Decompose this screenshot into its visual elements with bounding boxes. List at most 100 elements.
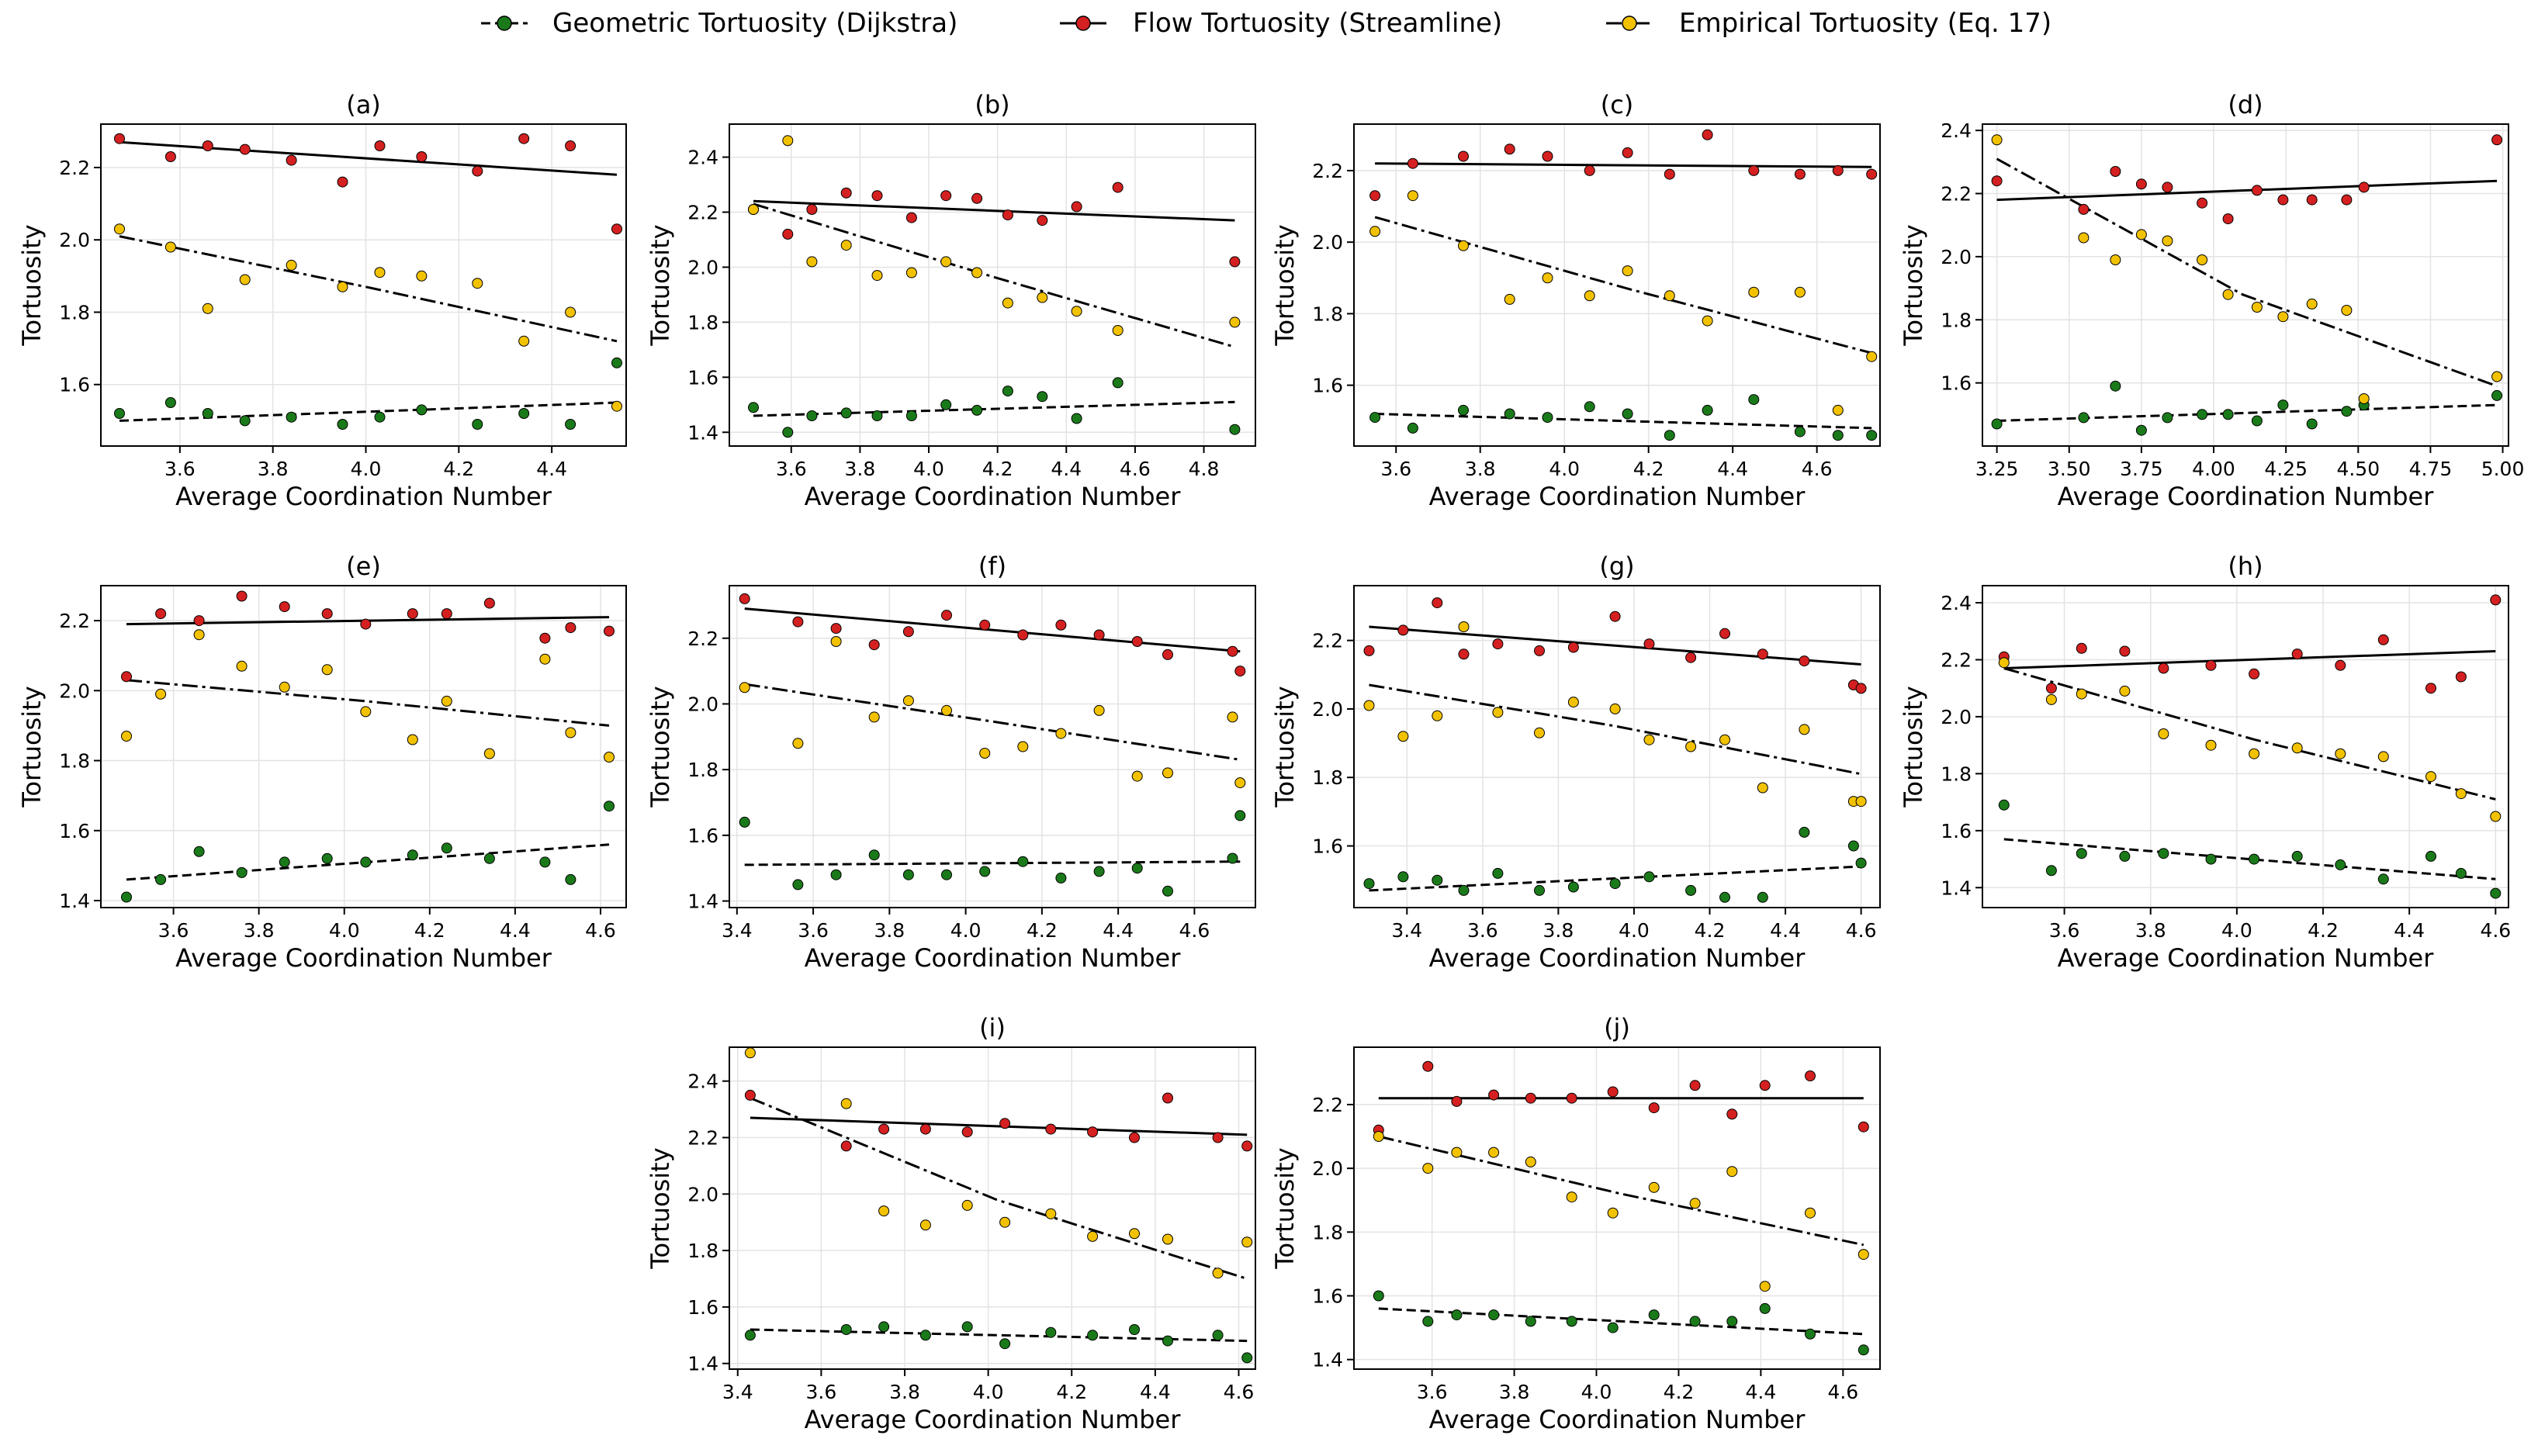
y-tick-label: 2.0: [1312, 231, 1343, 254]
x-axis-label: Average Coordination Number: [175, 943, 552, 973]
data-point-flow: [1584, 164, 1595, 176]
data-point-geometric: [2425, 850, 2436, 862]
data-point-geometric: [565, 873, 576, 885]
data-point-geometric: [483, 853, 495, 864]
data-point-flow: [374, 140, 386, 151]
data-point-geometric: [878, 1321, 890, 1333]
data-point-empirical: [1451, 1146, 1463, 1158]
y-tick-label: 1.6: [1312, 375, 1343, 397]
data-point-flow: [193, 615, 205, 627]
data-point-empirical: [2205, 739, 2217, 751]
data-point-empirical: [744, 1047, 756, 1059]
data-point-empirical: [792, 738, 804, 749]
data-point-empirical: [940, 256, 952, 268]
x-tick-label: 3.6: [1380, 458, 1411, 480]
y-axis-label: Tortuosity: [1270, 686, 1300, 808]
data-point-flow: [518, 133, 530, 144]
data-point-geometric: [2490, 887, 2502, 899]
data-point-geometric: [1525, 1316, 1536, 1327]
data-point-empirical: [2119, 685, 2131, 697]
data-point-empirical: [2491, 371, 2503, 382]
legend-marker-flow: [1075, 16, 1091, 31]
y-tick-label: 1.8: [687, 1240, 718, 1262]
data-point-flow: [441, 608, 452, 620]
data-point-geometric: [2197, 409, 2208, 420]
x-tick-label: 3.6: [1467, 919, 1498, 942]
data-point-geometric: [1131, 863, 1143, 874]
y-tick-label: 1.8: [1941, 763, 1972, 785]
y-tick-label: 2.4: [1941, 119, 1972, 142]
data-point-empirical: [2251, 302, 2263, 313]
fit-line-flow: [753, 199, 1235, 222]
fit-line-flow: [750, 1116, 1248, 1136]
legend-entry-empirical: Empirical Tortuosity (Eq. 17): [1606, 8, 2051, 39]
data-point-geometric: [2045, 865, 2057, 877]
data-point-geometric: [1458, 404, 1469, 416]
data-point-geometric: [121, 891, 132, 903]
data-point-geometric: [1504, 408, 1515, 420]
data-point-empirical: [1757, 782, 1768, 794]
data-point-empirical: [902, 695, 914, 707]
data-point-empirical: [2291, 742, 2303, 754]
data-point-empirical: [1397, 731, 1409, 742]
data-point-empirical: [1542, 272, 1553, 284]
data-point-empirical: [739, 682, 750, 693]
fit-line-flow: [119, 140, 618, 176]
y-tick-label: 2.0: [1941, 706, 1972, 728]
x-tick-label: 3.8: [2135, 919, 2166, 942]
x-tick-label: 3.50: [2048, 458, 2091, 480]
x-axis-label: Average Coordination Number: [1429, 1405, 1806, 1434]
data-point-geometric: [1805, 1328, 1816, 1340]
data-point-empirical: [2306, 298, 2318, 310]
data-point-empirical: [2162, 235, 2173, 247]
data-point-geometric: [2251, 415, 2263, 427]
data-point-geometric: [2491, 389, 2503, 401]
data-point-flow: [1805, 1070, 1816, 1081]
data-point-empirical: [374, 267, 386, 278]
data-point-geometric: [1087, 1330, 1099, 1341]
x-axis-label: Average Coordination Number: [2058, 943, 2435, 973]
data-point-geometric: [1855, 857, 1867, 869]
data-point-flow: [806, 204, 818, 215]
data-point-empirical: [1432, 710, 1443, 721]
data-point-flow: [236, 590, 248, 602]
y-tick-label: 2.2: [687, 1126, 718, 1149]
legend-marker-geometric: [497, 16, 512, 31]
x-tick-label: 3.8: [244, 919, 275, 942]
x-tick-label: 4.4: [1140, 1381, 1171, 1403]
data-point-flow: [2341, 194, 2353, 206]
x-tick-label: 4.6: [1846, 919, 1877, 942]
x-tick-label: 3.8: [258, 458, 289, 480]
data-point-flow: [868, 639, 880, 651]
data-point-flow: [1241, 1140, 1253, 1152]
data-point-empirical: [121, 731, 132, 742]
data-point-flow: [2490, 594, 2502, 606]
data-point-flow: [1432, 597, 1443, 609]
axes-frame: [100, 585, 627, 908]
data-point-flow: [565, 140, 576, 151]
data-point-geometric: [806, 410, 818, 421]
data-point-empirical: [2335, 748, 2346, 759]
data-point-geometric: [472, 419, 483, 430]
y-tick-label: 1.8: [1312, 766, 1343, 789]
subplot-d: 3.25 3.50 3.75 4.00 4.25 4.50 4.75 5.00 1.6 1.8 2.…: [1899, 90, 2524, 511]
data-point-empirical: [1607, 1207, 1619, 1219]
data-point-flow: [2277, 194, 2289, 206]
data-point-flow: [940, 190, 952, 202]
x-tick-label: 4.2: [1633, 458, 1664, 480]
data-point-empirical: [1212, 1268, 1224, 1279]
data-point-geometric: [2162, 412, 2173, 424]
data-point-empirical: [360, 706, 372, 718]
data-point-geometric: [1759, 1302, 1771, 1314]
subplot-f: 3.4 3.6 3.8 4.0 4.2 4.4 4.6 1.4 1.6 1.8 2.0 2.2 (f) A…: [646, 552, 1256, 973]
data-point-geometric: [1017, 856, 1029, 867]
data-point-geometric: [2249, 853, 2260, 865]
data-point-flow: [2249, 668, 2260, 680]
data-point-empirical: [1622, 265, 1633, 277]
data-point-flow: [1002, 209, 1013, 221]
x-tick-label: 4.0: [973, 1381, 1004, 1403]
data-point-empirical: [164, 241, 176, 253]
y-tick-label: 2.2: [59, 610, 90, 632]
data-point-empirical: [321, 664, 333, 676]
data-point-geometric: [1794, 426, 1806, 437]
